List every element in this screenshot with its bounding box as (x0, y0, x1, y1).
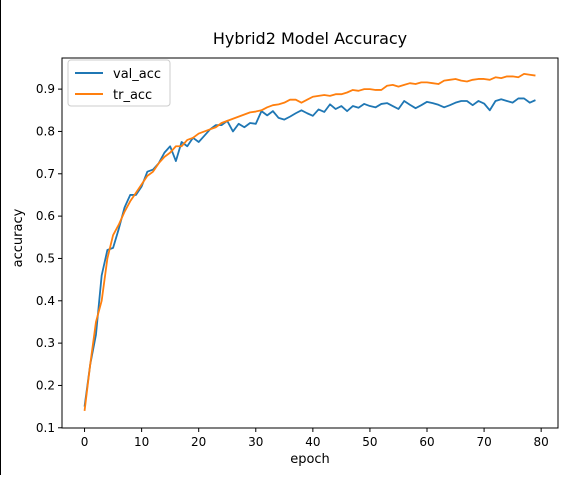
chart-title: Hybrid2 Model Accuracy (213, 29, 407, 48)
x-tick-label: 50 (362, 435, 377, 449)
y-tick-label: 0.7 (36, 167, 55, 181)
plot-area-frame (61, 57, 559, 429)
x-tick-label: 80 (534, 435, 549, 449)
left-border-line (0, 0, 1, 475)
x-tick-label: 10 (134, 435, 149, 449)
legend-label-val-acc: val_acc (113, 67, 161, 82)
y-tick-label: 0.1 (36, 421, 55, 435)
y-tick-label: 0.8 (36, 124, 55, 138)
y-tick-label: 0.4 (36, 294, 55, 308)
y-tick-label: 0.9 (36, 82, 55, 96)
x-tick-label: 0 (81, 435, 89, 449)
x-axis-label: epoch (290, 452, 330, 467)
y-tick-label: 0.3 (36, 336, 55, 350)
legend-label-tr-acc: tr_acc (113, 88, 152, 103)
legend: val_acc tr_acc (67, 59, 171, 107)
x-tick-label: 40 (305, 435, 320, 449)
x-tick-label: 70 (476, 435, 491, 449)
y-tick-label: 0.5 (36, 251, 55, 265)
tick-layer: 0 10 20 30 40 50 60 70 80 0.1 0.2 0.3 0.4 0.5 0.6 0.7 0.… (36, 82, 549, 449)
x-tick-label: 30 (248, 435, 263, 449)
x-tick-label: 20 (191, 435, 206, 449)
y-tick-label: 0.6 (36, 209, 55, 223)
series-layer (83, 72, 536, 411)
x-tick-label: 60 (419, 435, 434, 449)
series-line-tr-acc (83, 72, 536, 411)
series-line-val-acc (83, 97, 536, 407)
y-tick-label: 0.2 (36, 378, 55, 392)
y-axis-label: accuracy (11, 208, 26, 267)
